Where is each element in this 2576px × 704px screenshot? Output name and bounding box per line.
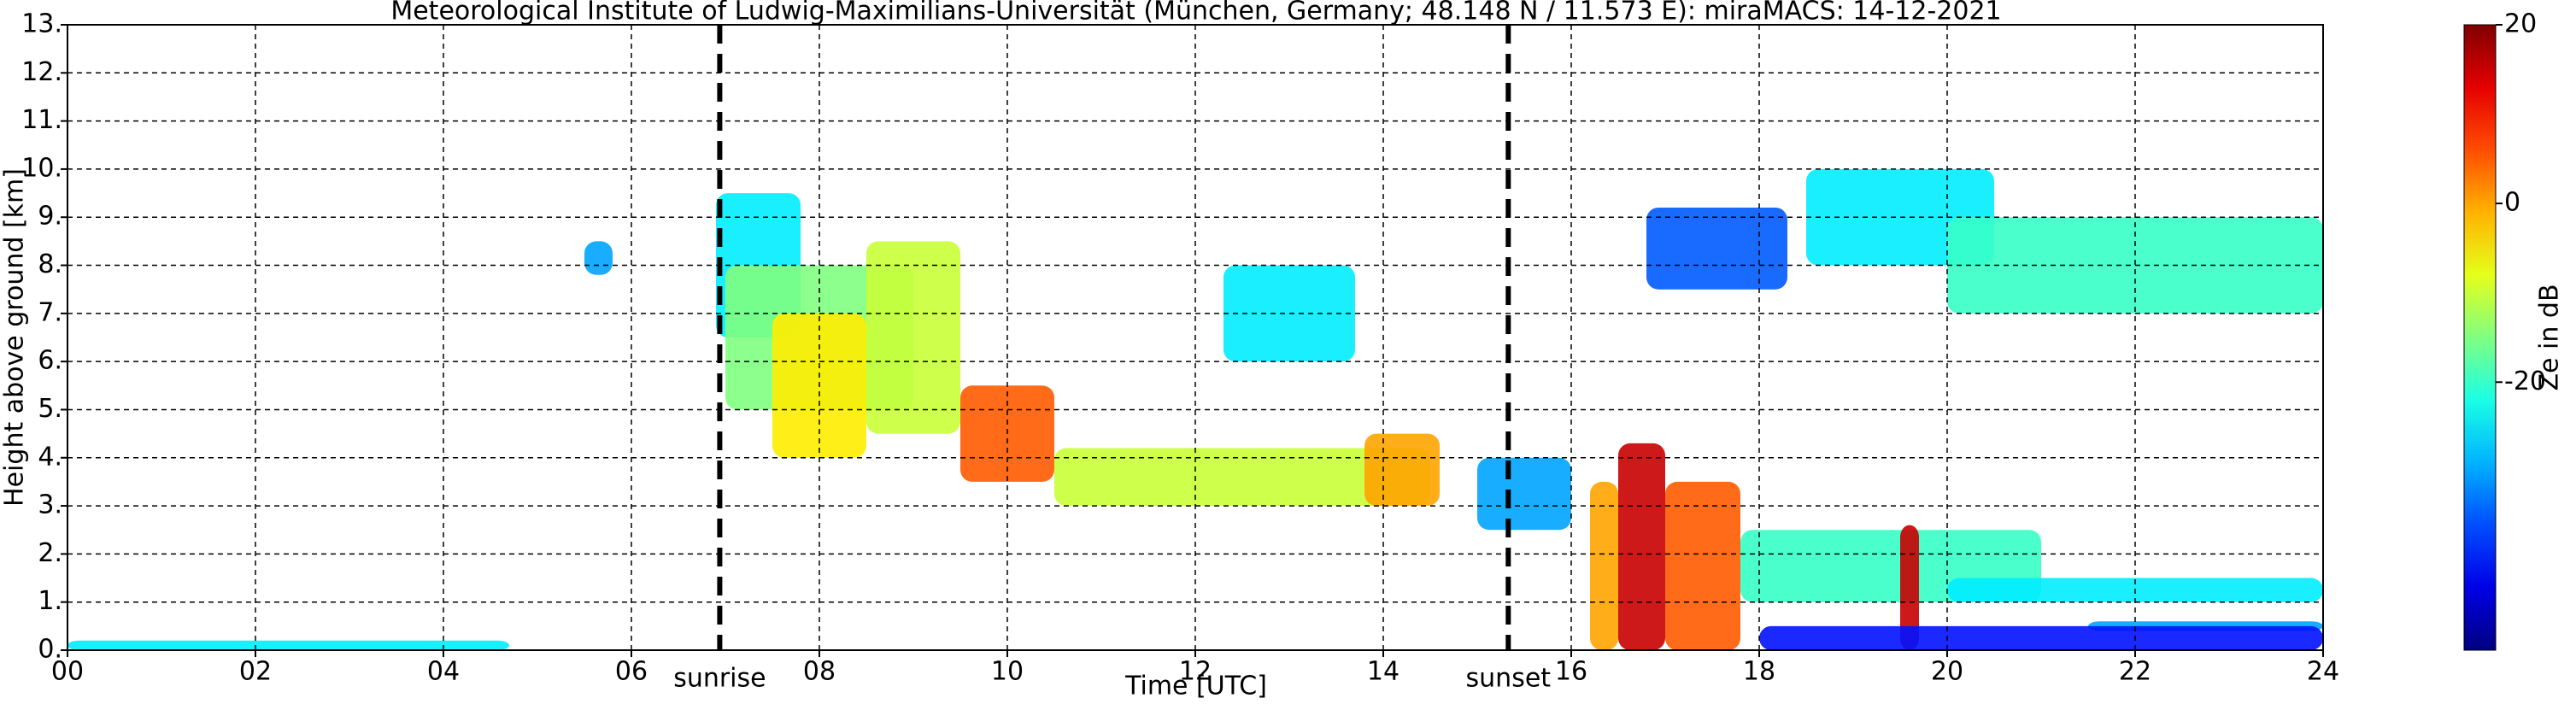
- x-tick-label: 14: [1367, 657, 1399, 687]
- x-tick-label: 12: [1179, 657, 1212, 687]
- annotation-label: sunset: [1466, 664, 1552, 694]
- x-tick-label: 08: [803, 657, 836, 687]
- radar-echo: [1364, 433, 1440, 507]
- x-tick-label: 20: [1931, 657, 1963, 687]
- y-tick-label: 12.: [21, 57, 62, 87]
- colorbar-tick-label: 0: [2504, 188, 2520, 218]
- colorbar: [2463, 24, 2497, 651]
- x-tick-label: 22: [2119, 657, 2151, 687]
- x-tick-label: 10: [991, 657, 1024, 687]
- radar-echo: [1646, 207, 1787, 290]
- radar-echo: [1054, 448, 1430, 507]
- y-tick-label: 11.: [21, 105, 62, 135]
- x-tick-label: 24: [2307, 657, 2339, 687]
- colorbar-tick-label: 20: [2504, 9, 2537, 39]
- y-axis-label: Height above ground [km]: [0, 168, 30, 507]
- radar-echo: [1900, 525, 1919, 650]
- colorbar-label: Ze in dB: [2535, 284, 2565, 390]
- y-tick-label: 3.: [38, 490, 62, 520]
- y-tick-label: 9.: [38, 202, 62, 232]
- radar-echo: [1590, 481, 1618, 650]
- y-tick-label: 5.: [38, 394, 62, 424]
- y-tick-label: 0.: [38, 635, 62, 665]
- x-tick-label: 02: [239, 657, 272, 687]
- radar-echo: [1665, 481, 1740, 650]
- radar-echo: [584, 241, 613, 275]
- y-tick-label: 8.: [38, 249, 62, 279]
- x-tick-label: 04: [427, 657, 460, 687]
- radar-echo: [1759, 625, 2323, 650]
- y-tick-label: 4.: [38, 442, 62, 472]
- x-axis-label: Time [UTC]: [1124, 672, 1267, 701]
- x-tick-label: 00: [51, 657, 84, 687]
- plot-frame: [67, 24, 2324, 651]
- y-tick-label: 1.: [38, 586, 62, 616]
- radar-echo: [67, 640, 509, 650]
- radar-echo: [1477, 457, 1571, 531]
- colorbar-tick-label: -20: [2504, 367, 2546, 396]
- y-tick-label: 2.: [38, 538, 62, 568]
- y-tick-label: 13.: [21, 9, 62, 39]
- chart-title: Meteorological Institute of Ludwig-Maxim…: [390, 0, 2001, 26]
- y-tick-label: 7.: [38, 297, 62, 327]
- x-tick-label: 16: [1555, 657, 1587, 687]
- y-tick-label: 6.: [38, 346, 62, 376]
- x-tick-label: 18: [1743, 657, 1775, 687]
- y-tick-label: 10.: [21, 153, 62, 183]
- radar-echo: [866, 241, 960, 434]
- annotation-label: sunrise: [673, 664, 766, 694]
- x-tick-label: 06: [615, 657, 648, 687]
- radar-echo: [1618, 443, 1665, 650]
